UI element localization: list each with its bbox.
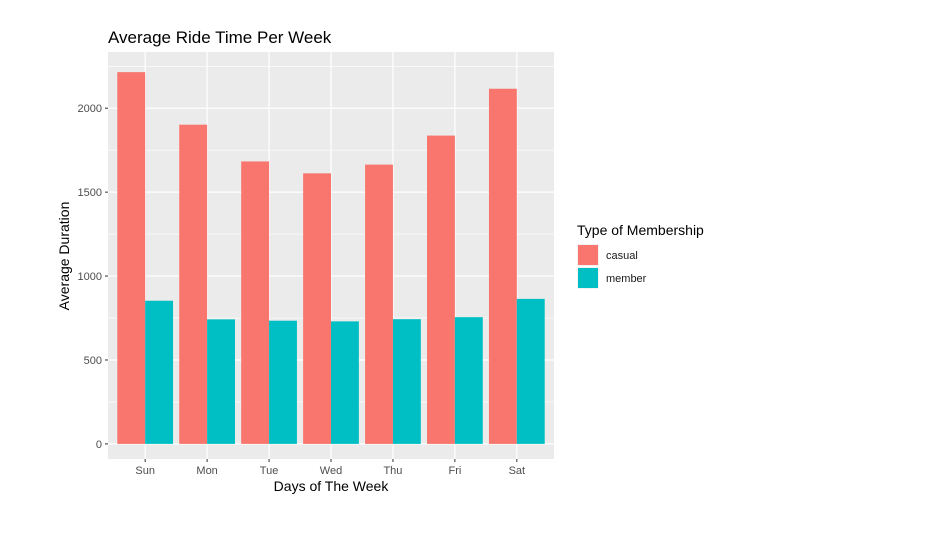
bar-casual-mon (179, 124, 208, 444)
x-axis-title: Days of The Week (274, 478, 390, 494)
bar-casual-thu (365, 164, 393, 444)
bar-member-mon (207, 319, 235, 444)
x-tick-label: Wed (320, 465, 342, 477)
y-tick-label: 500 (84, 355, 102, 367)
bar-casual-sun (117, 72, 146, 444)
bar-member-thu (392, 319, 421, 444)
x-tick-label: Sat (509, 465, 526, 477)
bar-member-wed (331, 321, 359, 444)
y-tick-label: 2000 (78, 103, 102, 115)
x-tick-label: Fri (448, 465, 461, 477)
bar-member-tue (269, 320, 297, 444)
x-tick-label: Mon (196, 465, 217, 477)
y-tick-label: 1500 (78, 187, 102, 199)
y-tick-label: 1000 (78, 271, 102, 283)
x-tick-label: Sun (135, 465, 155, 477)
bar-casual-fri (427, 135, 455, 444)
y-tick-label: 0 (96, 439, 102, 451)
x-axis: Sun Mon Tue Wed Thu Fri Sat (135, 459, 525, 477)
x-tick-label: Thu (383, 465, 402, 477)
legend-swatch-casual (578, 245, 598, 265)
x-tick-label: Tue (260, 465, 279, 477)
y-axis-title: Average Duration (56, 202, 72, 311)
bar-member-sat (516, 298, 545, 444)
legend: Type of Membership casual member (577, 222, 704, 289)
legend-label-member: member (606, 273, 647, 285)
bars (117, 72, 545, 444)
y-axis: 0 500 1000 1500 2000 (78, 103, 108, 451)
legend-label-casual: casual (606, 250, 638, 262)
legend-title: Type of Membership (577, 222, 704, 238)
bar-member-fri (454, 317, 483, 444)
bar-casual-sat (488, 88, 517, 444)
bar-casual-tue (241, 161, 270, 444)
bar-member-sun (145, 300, 174, 444)
bar-casual-wed (303, 173, 331, 444)
legend-swatch-member (578, 268, 598, 288)
chart-title: Average Ride Time Per Week (108, 28, 332, 47)
